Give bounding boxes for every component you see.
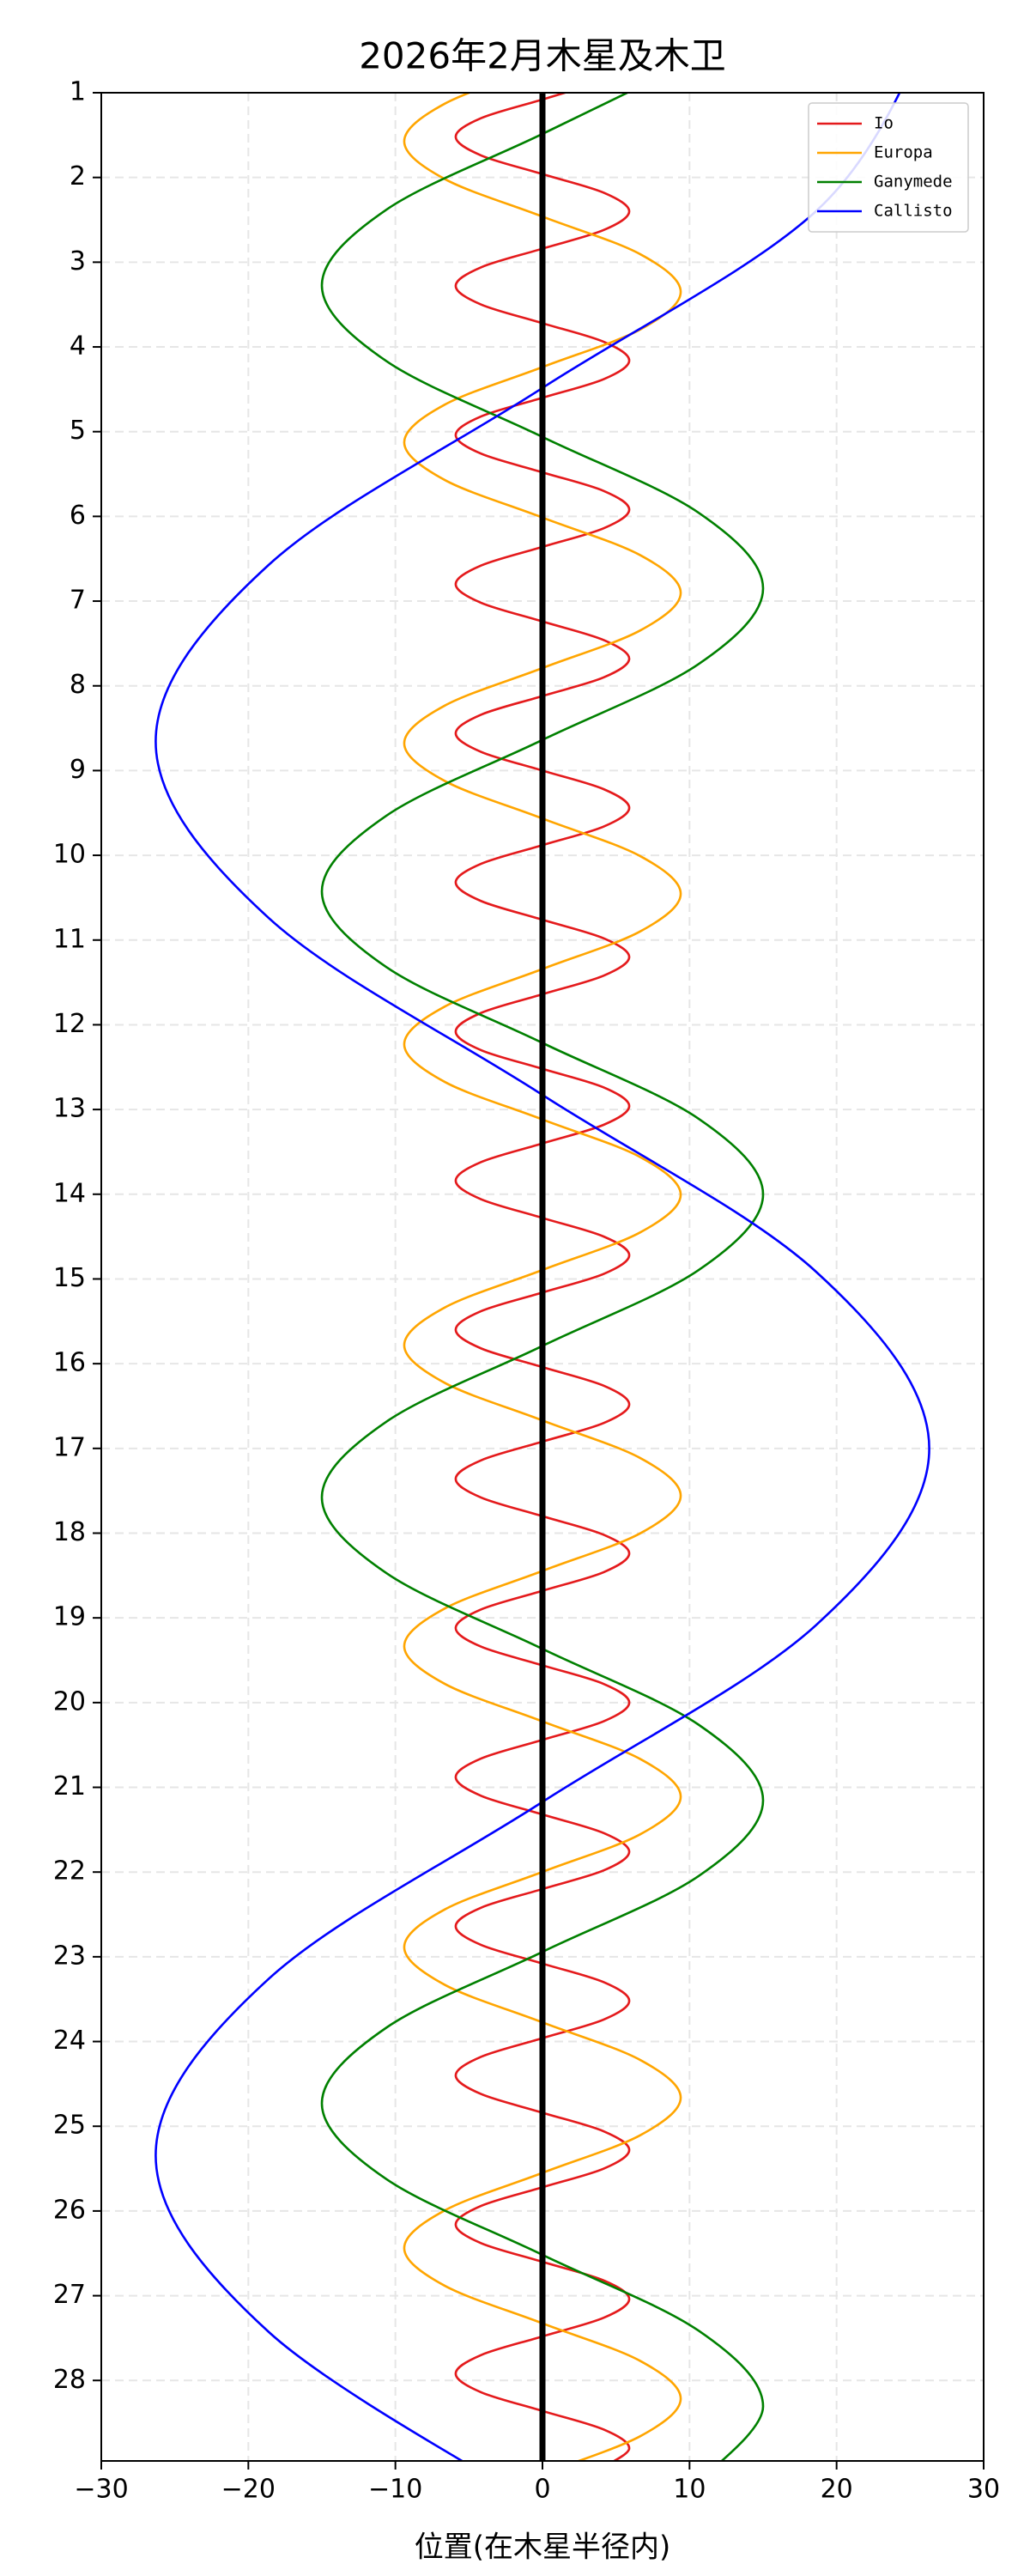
- y-tick-label: 16: [53, 1348, 86, 1378]
- legend-box: [808, 102, 969, 233]
- y-tick-label: 15: [53, 1263, 86, 1293]
- y-tick-label: 7: [70, 586, 86, 616]
- x-tick-label: 10: [673, 2475, 706, 2505]
- legend-label: Europa: [874, 143, 933, 162]
- plot-area: [154, 93, 930, 2461]
- y-tick-label: 1: [70, 77, 86, 107]
- y-tick-label: 20: [53, 1686, 86, 1716]
- legend-label: Io: [874, 114, 894, 133]
- series-line: [320, 93, 765, 2461]
- y-tick-label: 8: [70, 670, 86, 700]
- ticks: −30 −20 −10 0 10 20 30123456789101112131415161…: [53, 77, 1000, 2505]
- legend-label: Callisto: [874, 202, 953, 221]
- series-line: [154, 93, 930, 2461]
- series-line: [454, 93, 631, 2461]
- y-tick-label: 25: [53, 2111, 86, 2141]
- y-tick-label: 2: [70, 161, 86, 191]
- y-tick-label: 19: [53, 1602, 86, 1632]
- x-tick-label: 0: [534, 2475, 550, 2505]
- y-tick-label: 28: [53, 2365, 86, 2395]
- y-tick-label: 9: [70, 755, 86, 785]
- y-tick-label: 6: [70, 501, 86, 531]
- y-tick-label: 26: [53, 2195, 86, 2225]
- y-tick-label: 12: [53, 1009, 86, 1039]
- y-tick-label: 4: [70, 331, 86, 361]
- x-tick-label: −20: [221, 2475, 276, 2505]
- x-axis-label: 位置(在木星半径内): [415, 2530, 671, 2565]
- y-tick-label: 13: [53, 1094, 86, 1124]
- y-tick-label: 24: [53, 2026, 86, 2056]
- x-tick-label: −30: [74, 2475, 128, 2505]
- legend-label: Ganymede: [874, 173, 953, 191]
- y-tick-label: 27: [53, 2280, 86, 2310]
- y-tick-label: 10: [53, 840, 86, 870]
- x-tick-label: 30: [967, 2475, 1000, 2505]
- y-tick-label: 11: [53, 924, 86, 954]
- y-tick-label: 22: [53, 1856, 86, 1886]
- legend: Io Europa Ganymede Callisto: [808, 102, 969, 233]
- y-tick-label: 3: [70, 246, 86, 276]
- x-tick-label: 20: [821, 2475, 853, 2505]
- y-tick-label: 23: [53, 1941, 86, 1971]
- y-tick-label: 18: [53, 1517, 86, 1547]
- x-tick-label: −10: [368, 2475, 422, 2505]
- chart-title: 2026年2月木星及木卫: [359, 35, 726, 77]
- y-tick-label: 5: [70, 416, 86, 446]
- y-tick-label: 21: [53, 1771, 86, 1801]
- y-tick-label: 14: [53, 1178, 86, 1208]
- y-tick-label: 17: [53, 1432, 86, 1462]
